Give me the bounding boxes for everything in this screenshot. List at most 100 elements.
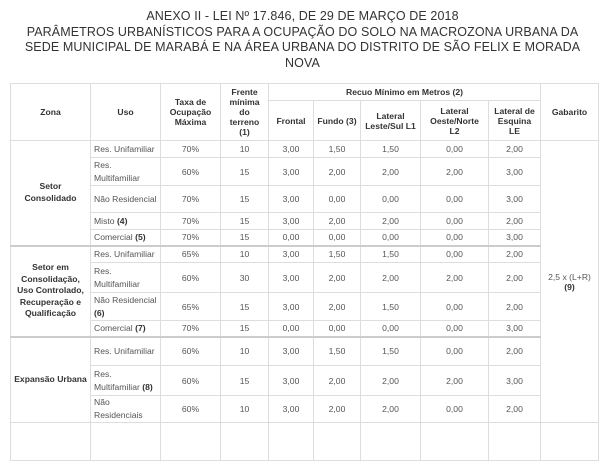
value-cell: 2,00 [487, 262, 542, 293]
uso-label: Res. Unifamiliar [94, 143, 155, 154]
value-cell: 3,00 [487, 185, 542, 213]
value-cell: 2,00 [313, 212, 361, 230]
value-cell: 0,00 [360, 320, 421, 337]
value-cell: 2,00 [487, 292, 542, 321]
uso-note: (8) [142, 381, 153, 392]
uso-cell: Res. Unifamiliar [90, 140, 161, 158]
value-cell: 3,00 [268, 335, 314, 366]
value-cell: 3,00 [268, 244, 314, 263]
uso-label: Misto [94, 215, 115, 226]
value-cell: 0,00 [420, 335, 489, 366]
value-cell: 2,00 [420, 365, 489, 396]
value-cell: 60% [160, 365, 221, 396]
value-cell: 10 [220, 244, 269, 263]
value-cell: 0,00 [420, 185, 489, 213]
uso-cell: Não Residencial (6) [90, 292, 161, 321]
value-cell: 10 [220, 335, 269, 366]
value-cell: 10 [220, 395, 269, 423]
value-cell: 1,50 [313, 244, 361, 263]
gabarito-value: 2,5 x (L+R) [548, 271, 591, 282]
header-gabarito: Gabarito [540, 83, 600, 141]
value-cell: 15 [220, 292, 269, 321]
header-frontal: Frontal [268, 100, 314, 141]
table-row: Comercial (5) 70% 15 0,00 0,00 0,00 0,00 3,00 [11, 229, 599, 246]
value-cell: 65% [160, 244, 221, 263]
value-cell: 2,00 [313, 292, 361, 321]
zone-cell: Expansão Urbana [10, 335, 91, 423]
uso-cell: Não Residenciais [90, 395, 161, 423]
value-cell: 3,00 [268, 262, 314, 293]
uso-cell: Res. Unifamiliar [90, 335, 161, 366]
uso-label: Não Residenciais [94, 397, 143, 420]
title-line: ANEXO II - LEI Nº 17.846, DE 29 DE MARÇO… [146, 9, 459, 23]
value-cell: 0,00 [420, 292, 489, 321]
empty-cell [268, 422, 314, 461]
table-row: Não Residenciais 60% 10 3,00 2,00 2,00 0,00 2,0… [11, 395, 599, 423]
uso-label: Não Residencial [94, 294, 157, 305]
value-cell: 3,00 [268, 292, 314, 321]
uso-label: Res. Unifamiliar [94, 248, 155, 259]
value-cell: 3,00 [487, 365, 542, 396]
value-cell: 0,00 [420, 244, 489, 263]
empty-cell [420, 422, 489, 461]
value-cell: 0,00 [420, 395, 489, 423]
table-row: Comercial (7) 70% 15 0,00 0,00 0,00 0,00 3,00 [11, 320, 599, 337]
value-cell: 3,00 [268, 140, 314, 158]
value-cell: 60% [160, 335, 221, 366]
header-uso: Uso [90, 83, 161, 141]
empty-cell [313, 422, 361, 461]
value-cell: 15 [220, 320, 269, 337]
header-fundo: Fundo (3) [313, 100, 361, 141]
value-cell: 0,00 [420, 140, 489, 158]
header-frente: Frente mínima do terreno (1) [220, 83, 269, 141]
header-zona: Zona [10, 83, 91, 141]
document-title: ANEXO II - LEI Nº 17.846, DE 29 DE MARÇO… [0, 9, 605, 71]
uso-cell: Res. Multifamiliar (8) [90, 365, 161, 396]
value-cell: 1,50 [313, 335, 361, 366]
value-cell: 0,00 [420, 320, 489, 337]
value-cell: 2,00 [487, 244, 542, 263]
title-line: NOVA [285, 55, 320, 70]
table-row: Setor Consolidado Res. Unifamiliar 70% 10 3,… [10, 140, 600, 423]
value-cell: 30 [220, 262, 269, 293]
table-row: Não Residencial 70% 15 3,00 0,00 0,00 0,00 3,00 [11, 185, 599, 213]
uso-label: Não Residencial [94, 193, 157, 204]
value-cell: 3,00 [487, 229, 542, 246]
value-cell: 3,00 [268, 185, 314, 213]
value-cell: 1,50 [360, 292, 421, 321]
uso-cell: Comercial (5) [90, 229, 161, 246]
value-cell: 15 [220, 212, 269, 230]
value-cell: 3,00 [487, 320, 542, 337]
uso-label: Res. Multifamiliar [94, 159, 140, 183]
header-l1: Lateral Leste/Sul L1 [360, 100, 421, 141]
empty-cell [360, 422, 421, 461]
value-cell: 70% [160, 140, 221, 158]
value-cell: 2,00 [313, 262, 361, 293]
empty-cell [487, 422, 542, 461]
gabarito-cell: 2,5 x (L+R) (9) [540, 140, 600, 423]
value-cell: 15 [220, 365, 269, 396]
zone-cell: Setor em Consolidação, Uso Controlado, R… [10, 244, 91, 337]
uso-label: Comercial [94, 322, 133, 333]
uso-note: (7) [135, 322, 146, 333]
uso-note: (6) [94, 307, 105, 318]
table-row: Res. Multifamiliar 60% 15 3,00 2,00 2,00 2,00 3… [11, 157, 599, 186]
uso-label: Res. Multifamiliar [94, 368, 140, 392]
value-cell: 3,00 [487, 157, 542, 186]
empty-cell [90, 422, 161, 461]
uso-label: Res. Unifamiliar [94, 345, 155, 356]
value-cell: 70% [160, 185, 221, 213]
table-row: Expansão Urbana Res. Unifamiliar 60% 10 3,00… [10, 335, 599, 423]
value-cell: 0,00 [360, 229, 421, 246]
title-line: PARÂMETROS URBANÍSTICOS PARA A OCUPAÇÃO … [26, 24, 579, 39]
value-cell: 1,50 [313, 140, 361, 158]
uso-note: (5) [135, 231, 146, 242]
uso-note: (4) [116, 215, 128, 226]
value-cell: 0,00 [268, 320, 314, 337]
uso-cell: Res. Multifamiliar [90, 157, 161, 186]
empty-cell [540, 422, 600, 461]
value-cell: 0,00 [313, 229, 361, 246]
title-line: SEDE MUNICIPAL DE MARABÁ E NA ÁREA URBAN… [24, 40, 581, 54]
empty-cell [10, 422, 91, 461]
empty-cell [220, 422, 269, 461]
